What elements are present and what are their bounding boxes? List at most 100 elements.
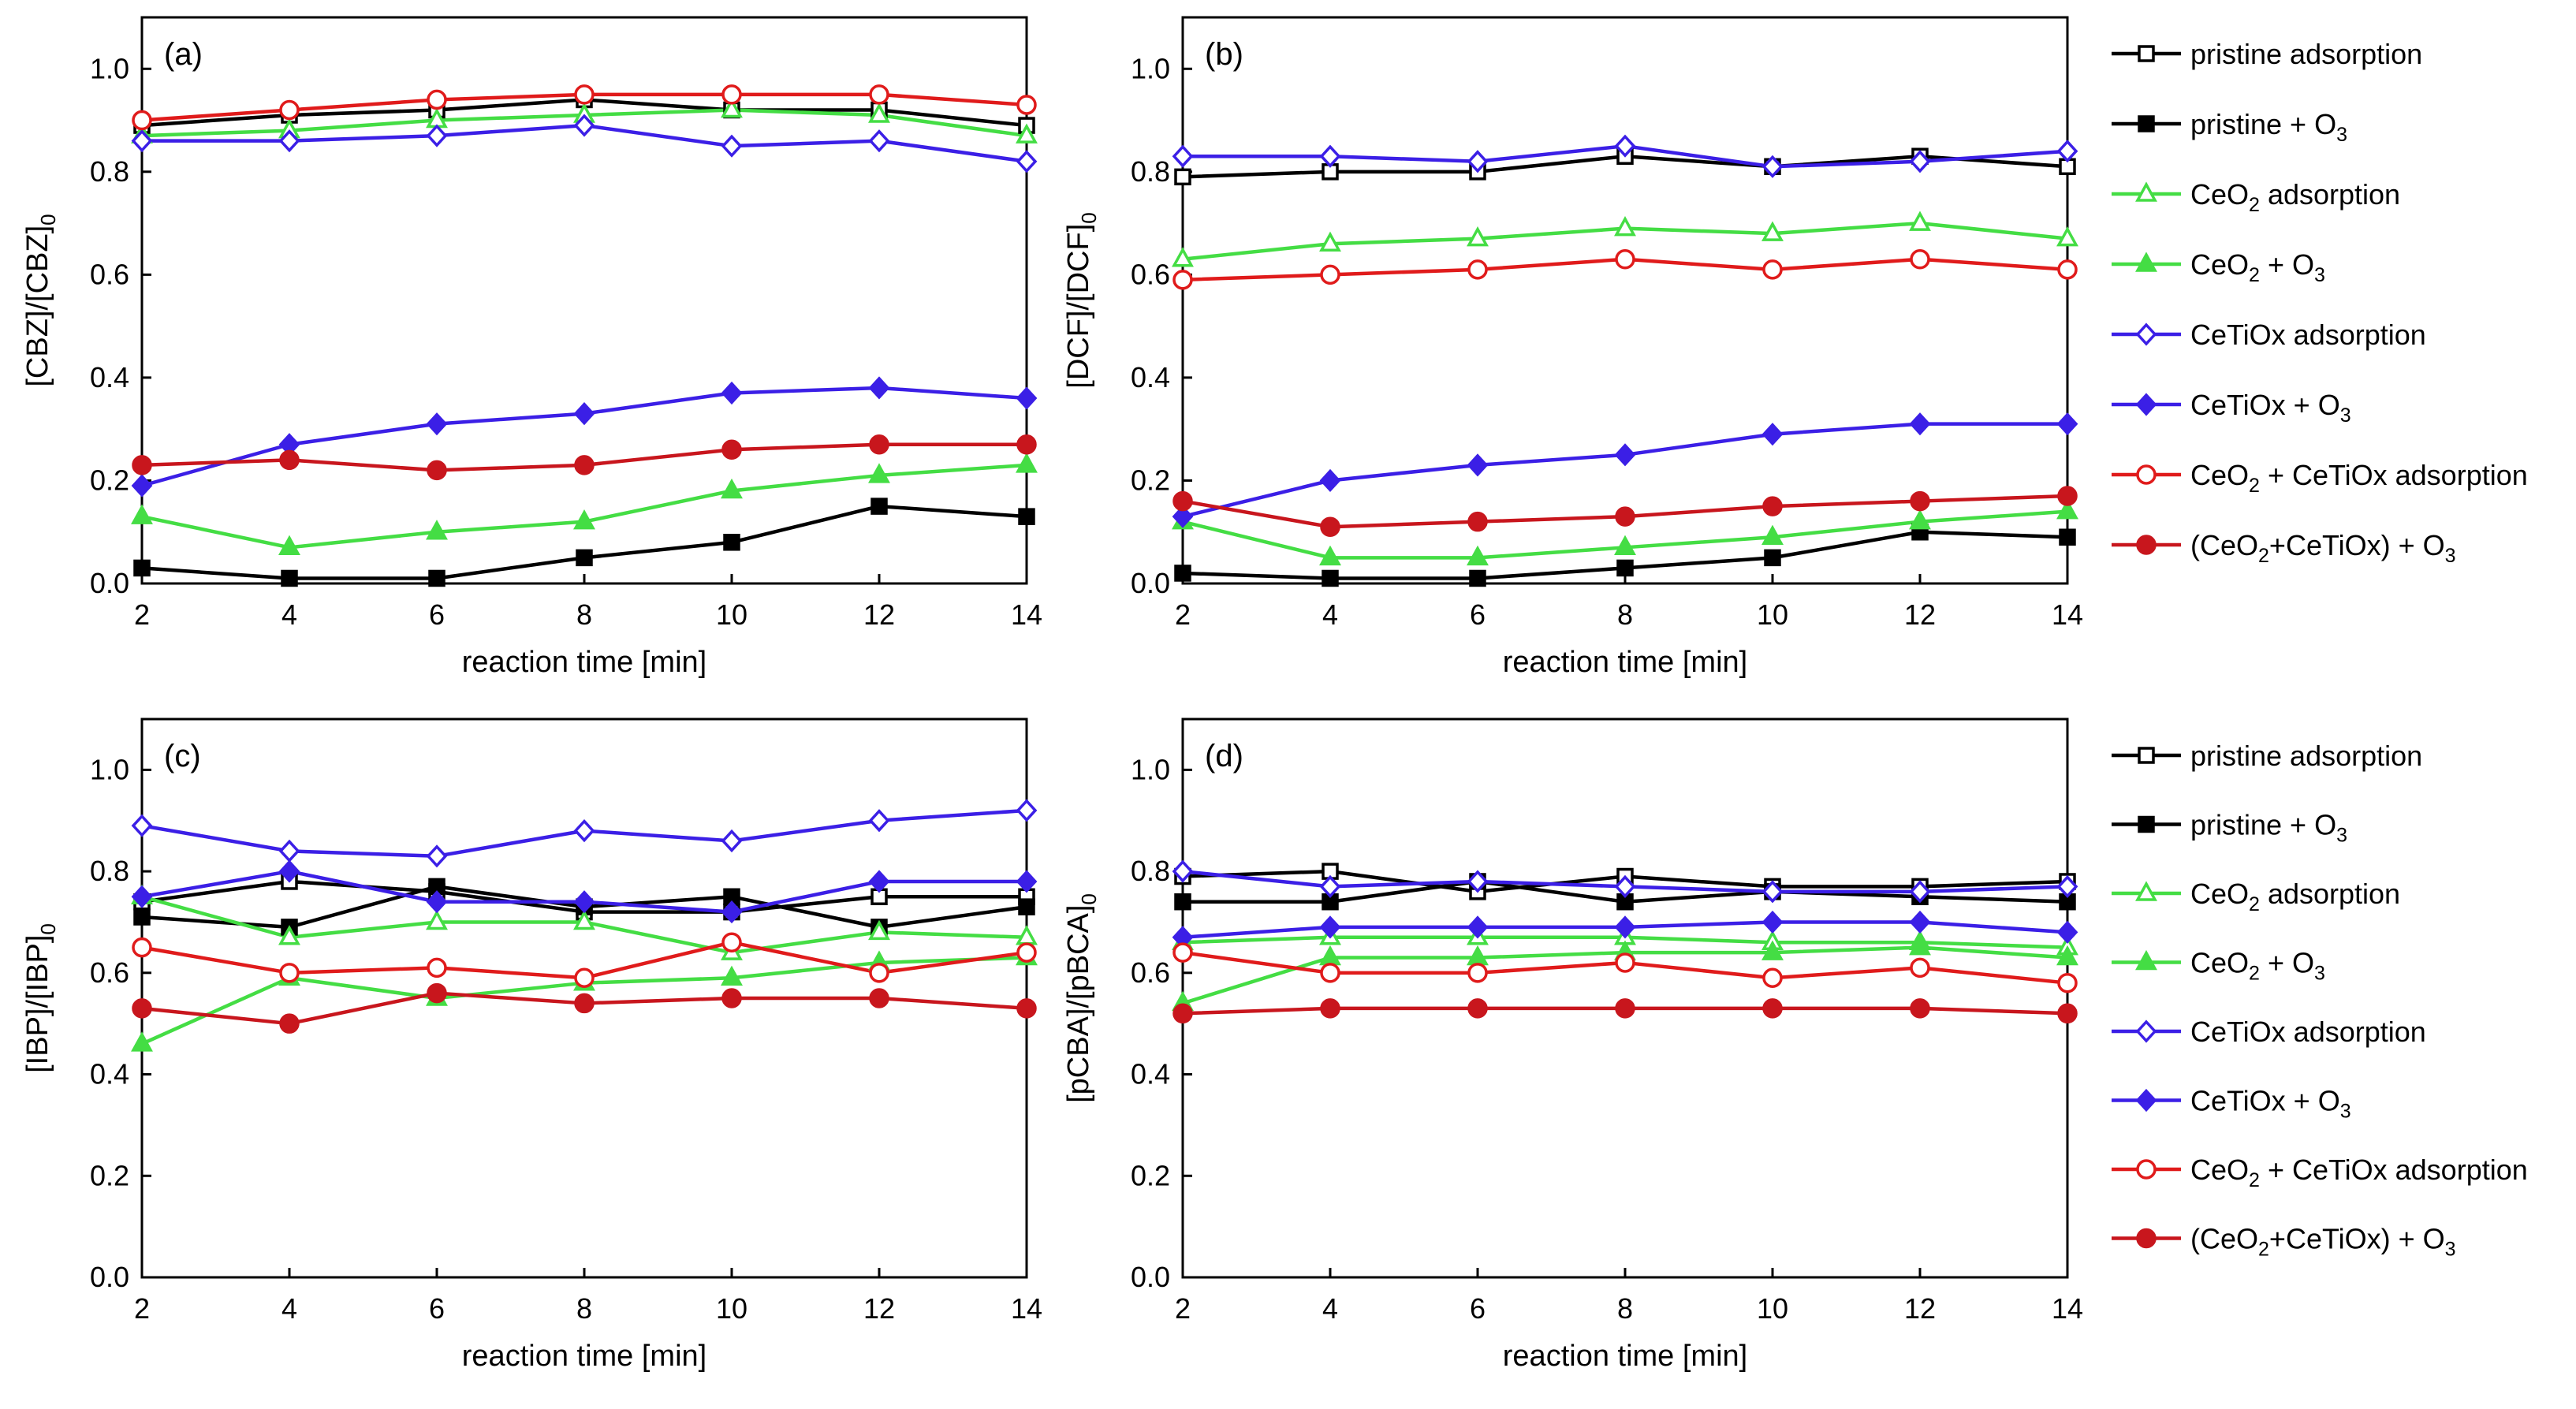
data-point-mix_ads [1172, 942, 1193, 963]
data-point-mix_o3 [1615, 998, 1635, 1019]
data-point-ceo2_ads [868, 103, 890, 123]
legend-marker [2136, 464, 2157, 485]
data-point-mix_ads [574, 967, 595, 989]
data-point-mix_o3 [2057, 486, 2078, 506]
legend-label: CeO2 adsorption [2190, 878, 2400, 915]
legend-marker [2138, 815, 2155, 833]
x-tick-label: 6 [429, 598, 445, 631]
data-point-pristine_o3 [1322, 569, 1339, 587]
data-point-mix_o3 [1615, 506, 1635, 527]
legend-label: (CeO2+CeTiOx) + O3 [2190, 529, 2456, 567]
data-point-cetiox_ads [868, 129, 890, 153]
x-tick-label: 4 [281, 1292, 297, 1325]
data-point-cetiox_o3 [2056, 412, 2078, 436]
data-point-pristine_o3 [1174, 893, 1191, 911]
legend-item-pristine_o3: pristine + O3 [2112, 108, 2347, 146]
data-point-cetiox_ads [1016, 799, 1038, 822]
data-point-mix_o3 [2057, 1003, 2078, 1024]
y-tick-label: 0.8 [1131, 155, 1170, 188]
data-point-cetiox_ads [1761, 880, 1784, 904]
legend-marker [2135, 252, 2157, 272]
y-tick-label: 0.2 [1131, 464, 1170, 496]
y-tick-label: 0.6 [90, 258, 129, 290]
y-tick-label: 0.4 [1131, 361, 1170, 393]
data-point-mix_o3 [574, 993, 595, 1014]
x-tick-label: 6 [429, 1292, 445, 1325]
data-point-mix_ads [1467, 963, 1488, 983]
series-markers [1172, 134, 2078, 587]
data-point-mix_ads [2057, 259, 2078, 280]
data-point-pristine_o3 [870, 498, 888, 515]
legend-item-cetiox_o3: CeTiOx + O3 [2112, 389, 2351, 427]
x-tick-label: 10 [716, 1292, 747, 1325]
x-tick-label: 2 [134, 598, 150, 631]
y-axis-label: [IBP]/[IBP]0 [21, 923, 60, 1073]
legend-label: CeTiOx adsorption [2190, 1016, 2426, 1048]
legend-item-cetiox_o3: CeTiOx + O3 [2112, 1085, 2351, 1123]
data-point-mix_o3 [1172, 1003, 1193, 1024]
x-tick-label: 6 [1470, 1292, 1486, 1325]
data-point-mix_ads [1615, 952, 1635, 973]
data-point-pristine_o3 [281, 569, 298, 587]
data-point-ceo2_o3 [1319, 545, 1341, 566]
data-point-mix_o3 [1320, 516, 1340, 537]
data-point-ceo2_ads [1614, 215, 1636, 237]
data-point-cetiox_o3 [2056, 920, 2078, 944]
data-point-cetiox_o3 [1467, 453, 1489, 477]
legend-label: CeTiOx + O3 [2190, 1085, 2351, 1123]
data-point-mix_ads [279, 99, 300, 121]
legend-item-ceo2_ads: CeO2 adsorption [2112, 178, 2400, 216]
data-point-ceo2_o3 [721, 965, 743, 986]
data-point-mix_ads [574, 84, 595, 105]
data-point-cetiox_ads [573, 819, 595, 843]
data-point-ceo2_o3 [131, 1031, 153, 1052]
data-point-ceo2_o3 [1614, 535, 1636, 556]
data-point-mix_o3 [1172, 490, 1193, 512]
y-tick-label: 0.6 [90, 956, 129, 989]
data-point-cetiox_ads [131, 129, 153, 153]
data-point-mix_o3 [279, 1013, 300, 1034]
legend-item-mix_ads: CeO2 + CeTiOx adsorption [2112, 459, 2528, 497]
data-point-pristine_o3 [133, 908, 151, 926]
data-point-mix_ads [2057, 972, 2078, 993]
data-point-cetiox_o3 [1319, 468, 1341, 493]
data-point-pristine_o3 [723, 534, 740, 551]
data-point-mix_o3 [1910, 490, 1930, 512]
x-tick-label: 2 [134, 1292, 150, 1325]
data-point-ceo2_ads [1016, 123, 1038, 144]
y-tick-label: 0.0 [1131, 567, 1170, 599]
data-point-mix_o3 [721, 439, 742, 460]
x-tick-label: 2 [1175, 598, 1191, 631]
y-tick-label: 0.8 [90, 855, 129, 887]
data-point-cetiox_ads [1614, 134, 1636, 158]
x-axis-label: reaction time [min] [462, 1340, 706, 1373]
y-tick-label: 0.0 [1131, 1261, 1170, 1293]
data-point-cetiox_o3 [1467, 915, 1489, 939]
data-point-cetiox_o3 [1761, 423, 1784, 446]
data-point-ceo2_o3 [426, 520, 448, 540]
data-point-mix_o3 [1467, 998, 1488, 1019]
data-point-mix_o3 [1467, 511, 1488, 532]
data-point-mix_o3 [574, 455, 595, 475]
data-point-ceo2_o3 [1909, 509, 1931, 530]
data-point-cetiox_o3 [131, 885, 153, 908]
data-point-cetiox_o3 [868, 870, 890, 893]
data-point-mix_o3 [427, 460, 447, 481]
data-point-cetiox_ads [131, 814, 153, 837]
data-point-cetiox_ads [1016, 150, 1038, 173]
data-point-ceo2_ads [1172, 247, 1194, 267]
data-point-ceo2_o3 [131, 504, 153, 524]
series-markers [131, 84, 1038, 587]
data-point-ceo2_ads [1467, 226, 1489, 247]
x-tick-label: 10 [1757, 598, 1788, 631]
data-point-cetiox_ads [426, 124, 448, 147]
data-point-cetiox_ads [1909, 880, 1931, 904]
legend-item-cetiox_ads: CeTiOx adsorption [2112, 319, 2426, 351]
data-point-ceo2_ads [2056, 226, 2078, 247]
data-point-cetiox_o3 [426, 890, 448, 914]
panel-label: (a) [164, 37, 203, 72]
data-point-ceo2_ads [1319, 231, 1341, 252]
data-point-mix_o3 [1762, 496, 1783, 516]
data-point-cetiox_o3 [278, 859, 300, 883]
